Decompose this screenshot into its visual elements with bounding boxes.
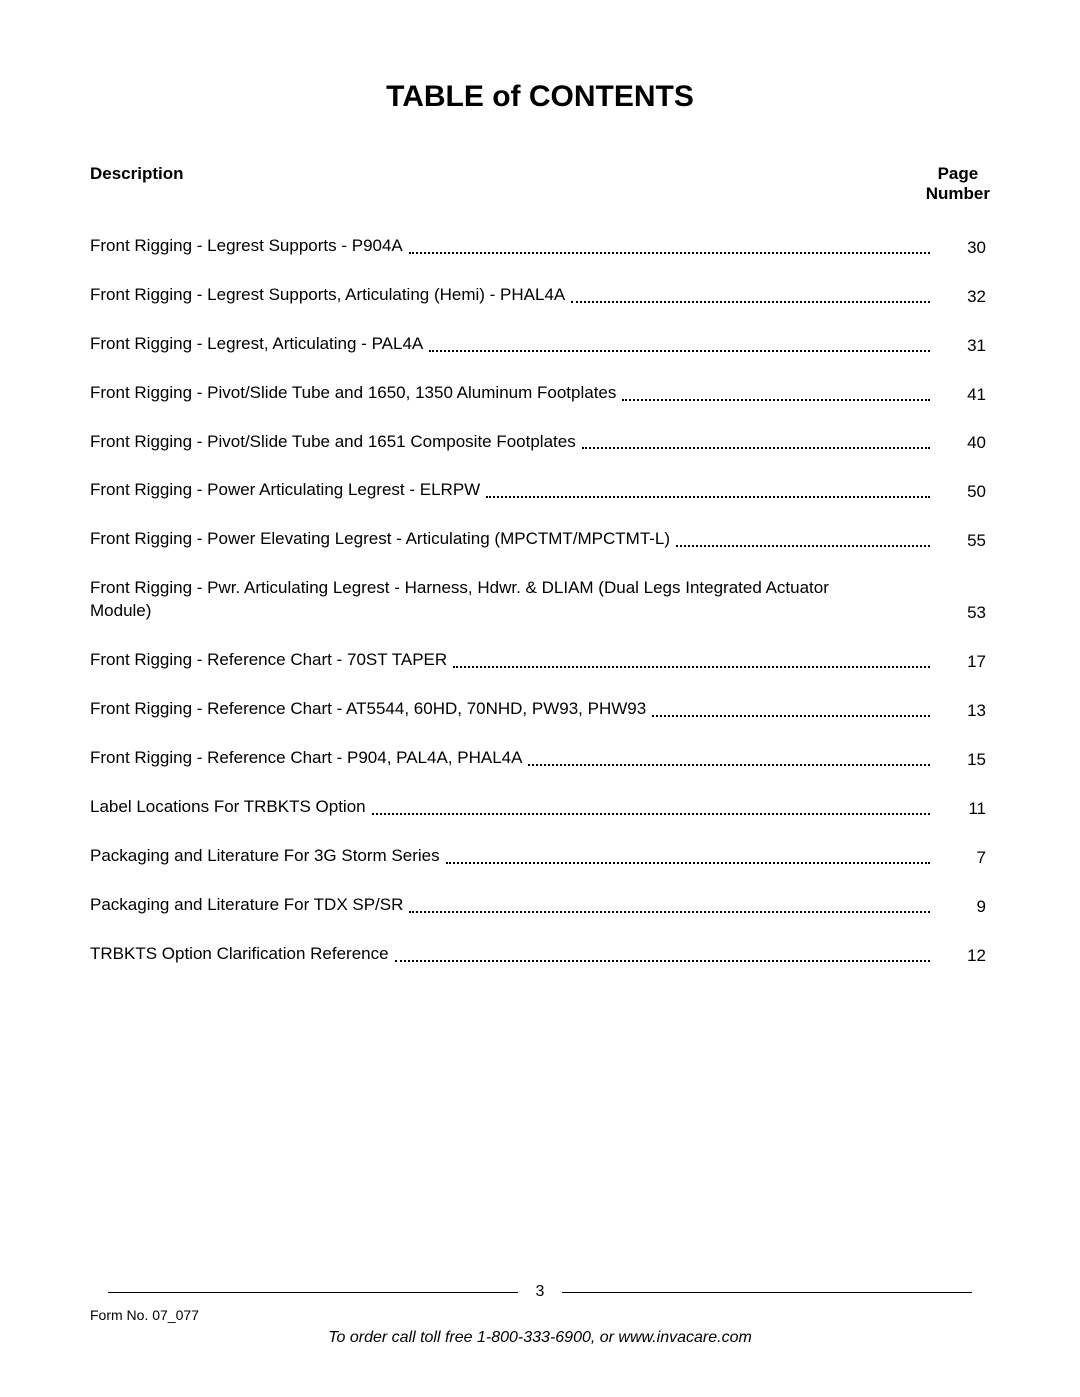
footer-order-text: To order call toll free 1-800-333-6900, … bbox=[90, 1329, 990, 1347]
toc-entry-page: 9 bbox=[936, 897, 990, 917]
toc-entry-page: 7 bbox=[936, 848, 990, 868]
page-title: TABLE of CONTENTS bbox=[90, 80, 990, 114]
toc-entry: Front Rigging - Pwr. Articulating Legres… bbox=[90, 577, 990, 623]
toc-entry-description: Front Rigging - Power Articulating Legre… bbox=[90, 479, 480, 502]
toc-entry: Front Rigging - Power Elevating Legrest … bbox=[90, 528, 990, 551]
page-footer: 3 Form No. 07_077 To order call toll fre… bbox=[90, 1283, 990, 1347]
toc-leader-dots bbox=[676, 532, 930, 548]
header-page-number: Page Number bbox=[926, 164, 990, 205]
page-container: TABLE of CONTENTS Description Page Numbe… bbox=[0, 0, 1080, 1397]
toc-entry-page: 50 bbox=[936, 482, 990, 502]
toc-entry-page: 13 bbox=[936, 701, 990, 721]
toc-entry: Front Rigging - Legrest, Articulating - … bbox=[90, 333, 990, 356]
toc-entry-page: 12 bbox=[936, 946, 990, 966]
toc-entry-page: 31 bbox=[936, 336, 990, 356]
toc-entry-description: Packaging and Literature For 3G Storm Se… bbox=[90, 845, 440, 868]
toc-entry: Front Rigging - Pivot/Slide Tube and 165… bbox=[90, 382, 990, 405]
toc-entry: Front Rigging - Pivot/Slide Tube and 165… bbox=[90, 431, 990, 454]
toc-entry-page: 53 bbox=[936, 603, 990, 623]
toc-entry: Front Rigging - Legrest Supports, Articu… bbox=[90, 284, 990, 307]
footer-rule-row: 3 bbox=[90, 1283, 990, 1301]
toc-entry-description: Front Rigging - Reference Chart - AT5544… bbox=[90, 698, 646, 721]
footer-rule-left bbox=[108, 1292, 518, 1293]
toc-entry-page: 15 bbox=[936, 750, 990, 770]
toc-entry-description: Front Rigging - Legrest Supports - P904A bbox=[90, 235, 403, 258]
toc-leader-dots bbox=[622, 385, 930, 401]
toc-leader-dots bbox=[429, 336, 930, 352]
toc-entry-description: Front Rigging - Reference Chart - 70ST T… bbox=[90, 649, 447, 672]
header-page-line2: Number bbox=[926, 184, 990, 204]
toc-leader-dots bbox=[486, 483, 930, 499]
toc-leader-dots bbox=[453, 653, 930, 669]
toc-entry-page: 32 bbox=[936, 287, 990, 307]
toc-entry: Front Rigging - Reference Chart - AT5544… bbox=[90, 698, 990, 721]
toc-entry-page: 17 bbox=[936, 652, 990, 672]
toc-entry-description: Label Locations For TRBKTS Option bbox=[90, 796, 366, 819]
toc-entry: TRBKTS Option Clarification Reference 12 bbox=[90, 943, 990, 966]
footer-page-number: 3 bbox=[536, 1283, 545, 1301]
footer-form-number: Form No. 07_077 bbox=[90, 1307, 990, 1323]
toc-entry-description: Front Rigging - Reference Chart - P904, … bbox=[90, 747, 522, 770]
toc-entry-description: Front Rigging - Legrest Supports, Articu… bbox=[90, 284, 565, 307]
toc-entry: Front Rigging - Reference Chart - 70ST T… bbox=[90, 649, 990, 672]
toc-entry-description: Packaging and Literature For TDX SP/SR bbox=[90, 894, 403, 917]
toc-entry-page: 55 bbox=[936, 531, 990, 551]
toc-entry-page: 40 bbox=[936, 433, 990, 453]
toc-entry-description: Front Rigging - Pivot/Slide Tube and 165… bbox=[90, 431, 576, 454]
header-description: Description bbox=[90, 164, 184, 184]
toc-leader-dots bbox=[582, 434, 930, 450]
toc-entry-page: 30 bbox=[936, 238, 990, 258]
toc-entry-description: Front Rigging - Power Elevating Legrest … bbox=[90, 528, 670, 551]
toc-entry-description: Front Rigging - Pivot/Slide Tube and 165… bbox=[90, 382, 616, 405]
toc-leader-dots bbox=[856, 606, 930, 620]
toc-entry-page: 11 bbox=[936, 799, 990, 819]
toc-entry: Front Rigging - Power Articulating Legre… bbox=[90, 479, 990, 502]
toc-leader-dots bbox=[372, 799, 930, 815]
toc-entry: Front Rigging - Reference Chart - P904, … bbox=[90, 747, 990, 770]
toc-entry-description: Front Rigging - Pwr. Articulating Legres… bbox=[90, 577, 850, 623]
toc-header-row: Description Page Number bbox=[90, 164, 990, 205]
footer-rule-right bbox=[562, 1292, 972, 1293]
toc-leader-dots bbox=[528, 750, 930, 766]
toc-entry: Packaging and Literature For TDX SP/SR 9 bbox=[90, 894, 990, 917]
toc-leader-dots bbox=[652, 702, 930, 718]
toc-entry-description: TRBKTS Option Clarification Reference bbox=[90, 943, 389, 966]
toc-entry-description: Front Rigging - Legrest, Articulating - … bbox=[90, 333, 423, 356]
toc-list: Front Rigging - Legrest Supports - P904A… bbox=[90, 235, 990, 966]
toc-entry: Label Locations For TRBKTS Option 11 bbox=[90, 796, 990, 819]
toc-entry: Packaging and Literature For 3G Storm Se… bbox=[90, 845, 990, 868]
toc-leader-dots bbox=[409, 897, 930, 913]
toc-leader-dots bbox=[446, 848, 930, 864]
toc-entry: Front Rigging - Legrest Supports - P904A… bbox=[90, 235, 990, 258]
header-page-line1: Page bbox=[926, 164, 990, 184]
toc-leader-dots bbox=[571, 287, 930, 303]
toc-leader-dots bbox=[395, 946, 930, 962]
toc-leader-dots bbox=[409, 238, 930, 254]
toc-entry-page: 41 bbox=[936, 385, 990, 405]
